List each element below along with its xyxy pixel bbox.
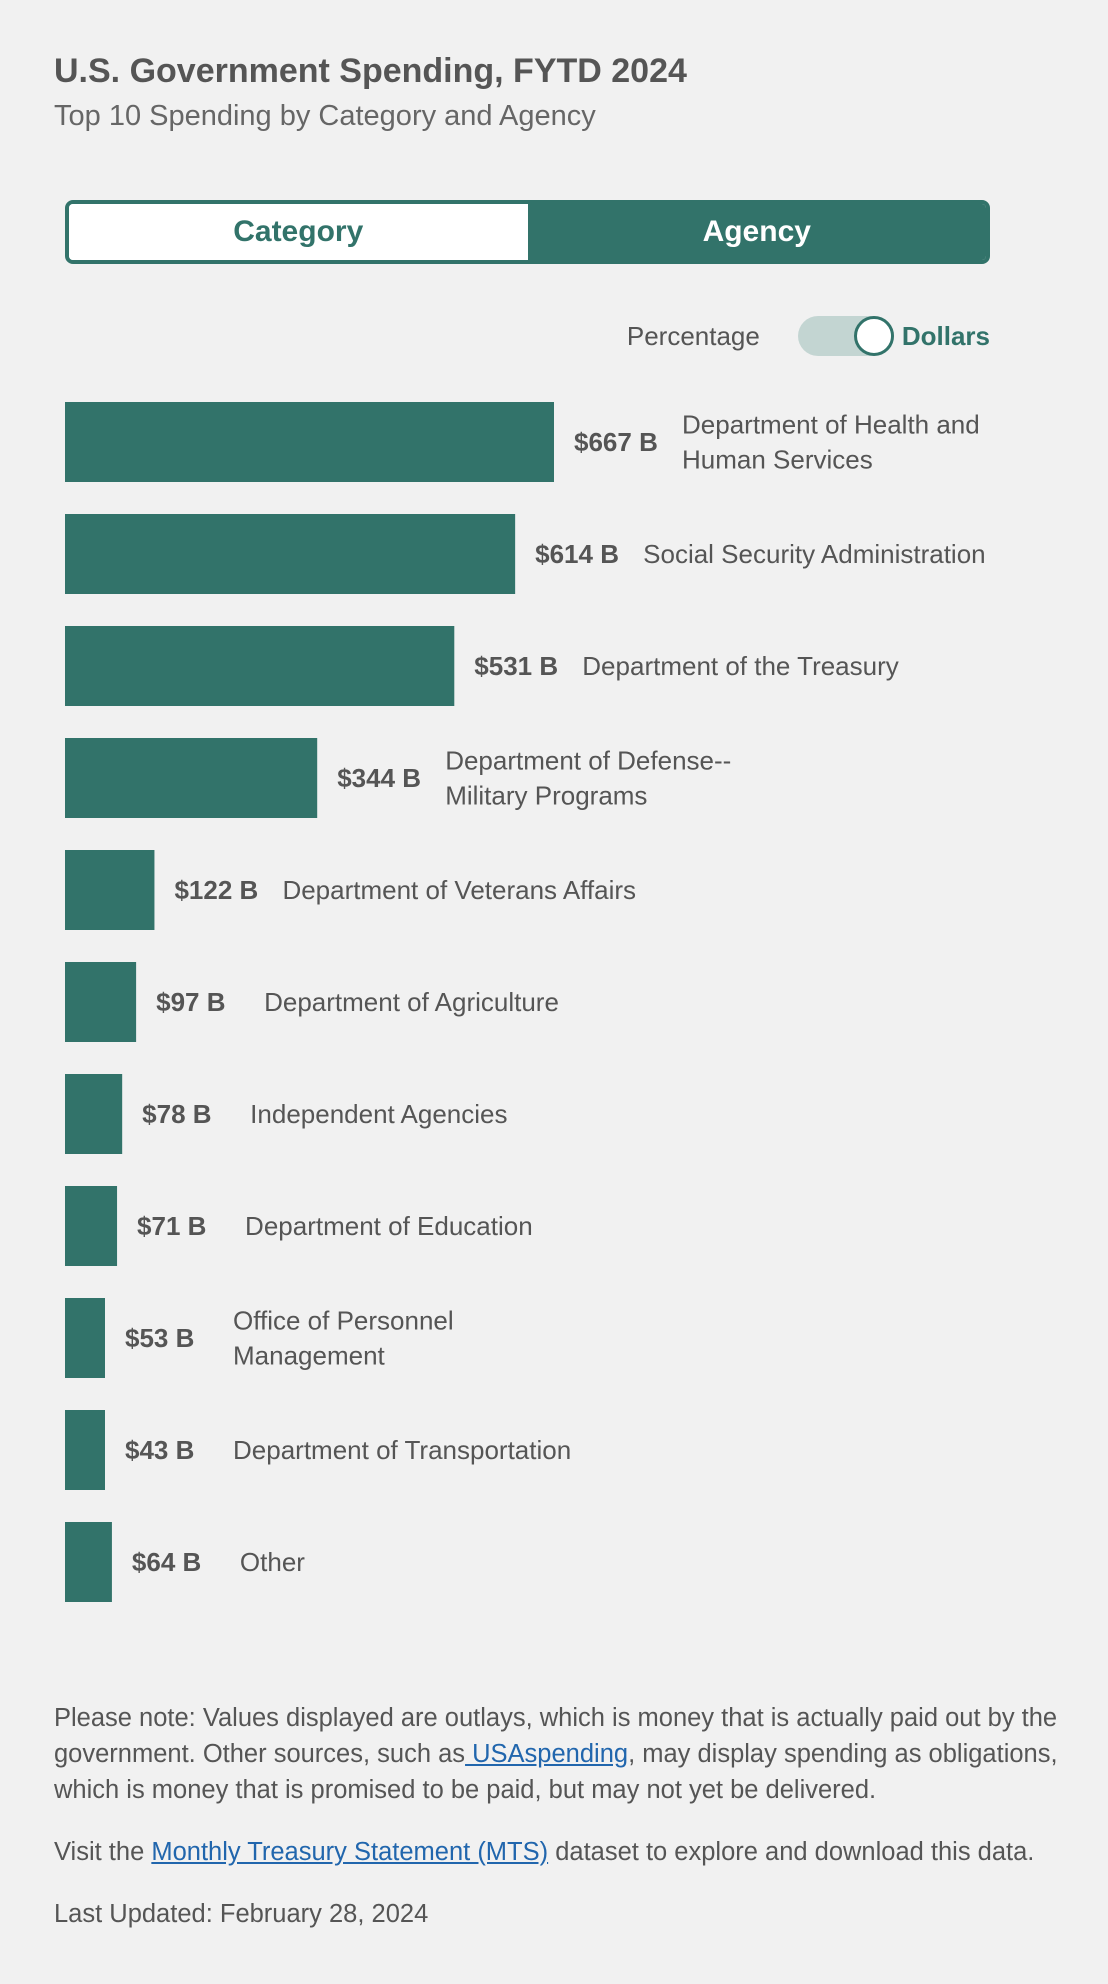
agency-label-3: Department of Defense-- Military Programs (445, 746, 731, 811)
view-tabs: Category Agency (65, 200, 990, 264)
bar-1[interactable] (65, 514, 516, 594)
agency-label-8-line-0: Office of Personnel (233, 1306, 454, 1336)
agency-label-7: Department of Education (245, 1211, 533, 1241)
value-label-2: $531 B (474, 651, 558, 681)
agency-label-0: Department of Health and Human Services (682, 410, 980, 475)
note-text-start: Please note: Values displayed are outlay… (54, 1704, 1058, 1768)
agency-label-2: Department of the Treasury (582, 651, 898, 681)
agency-label-0-line-1: Human Services (682, 445, 873, 475)
bar-0[interactable] (65, 402, 554, 482)
bar-6[interactable] (65, 1074, 123, 1154)
chart-title: U.S. Government Spending, FYTD 2024 (54, 52, 687, 90)
bar-5[interactable] (65, 962, 137, 1042)
value-label-7: $71 B (137, 1211, 206, 1241)
agency-label-1-line-0: Social Security Administration (643, 539, 985, 569)
chart-subtitle: Top 10 Spending by Category and Agency (54, 100, 596, 132)
value-label-10: $64 B (132, 1547, 201, 1577)
visit-mts-note: Visit the Monthly Treasury Statement (MT… (54, 1834, 1064, 1870)
tab-agency[interactable]: Agency (527, 204, 986, 260)
agency-label-0-line-0: Department of Health and (682, 410, 980, 440)
agency-label-5: Department of Agriculture (264, 987, 559, 1017)
visit-text-start: Visit the (54, 1838, 152, 1866)
agency-label-4: Department of Veterans Affairs (282, 875, 636, 905)
agency-label-4-line-0: Department of Veterans Affairs (282, 875, 636, 905)
agency-label-8: Office of Personnel Management (233, 1306, 454, 1371)
agency-label-10-line-0: Other (240, 1547, 305, 1577)
agency-label-9-line-0: Department of Transportation (233, 1435, 571, 1465)
dollars-label[interactable]: Dollars (901, 320, 990, 351)
notes-section: Please note: Values displayed are outlay… (54, 1700, 1064, 1958)
unit-toggle-switch[interactable] (797, 316, 894, 356)
agency-label-7-line-0: Department of Education (245, 1211, 533, 1241)
agency-label-6-line-0: Independent Agencies (250, 1099, 507, 1129)
agency-label-9: Department of Transportation (233, 1435, 571, 1465)
value-label-3: $344 B (337, 763, 421, 793)
agency-label-1: Social Security Administration (643, 539, 985, 569)
unit-toggle-row: Percentage Dollars (627, 316, 990, 356)
visit-text-end: dataset to explore and download this dat… (548, 1838, 1035, 1866)
bar-3[interactable] (65, 738, 318, 818)
agency-label-5-line-0: Department of Agriculture (264, 987, 559, 1017)
value-label-4: $122 B (174, 875, 258, 905)
bar-10[interactable] (65, 1522, 112, 1602)
agency-label-8-line-1: Management (233, 1341, 386, 1371)
bar-9[interactable] (65, 1410, 105, 1490)
agency-label-10: Other (240, 1547, 305, 1577)
outlays-note: Please note: Values displayed are outlay… (54, 1700, 1064, 1808)
agency-label-2-line-0: Department of the Treasury (582, 651, 898, 681)
value-label-8: $53 B (125, 1323, 194, 1353)
tab-category[interactable]: Category (69, 204, 528, 260)
bar-4[interactable] (65, 850, 155, 930)
bar-7[interactable] (65, 1186, 118, 1266)
value-label-9: $43 B (125, 1435, 194, 1465)
toggle-knob (853, 316, 894, 356)
value-label-0: $667 B (574, 427, 658, 457)
value-label-5: $97 B (156, 987, 225, 1017)
note-text-end: , may display spending as obligations, w… (54, 1740, 1058, 1804)
percentage-label[interactable]: Percentage (626, 320, 760, 351)
bar-8[interactable] (65, 1298, 105, 1378)
mts-dataset-link[interactable]: Monthly Treasury Statement (MTS) (151, 1838, 549, 1866)
last-updated: Last Updated: February 28, 2024 (54, 1900, 429, 1928)
agency-label-3-line-1: Military Programs (445, 781, 647, 811)
value-label-6: $78 B (142, 1099, 211, 1129)
bar-2[interactable] (65, 626, 455, 706)
usaspending-link[interactable]: USAspending (465, 1740, 629, 1768)
agency-label-6: Independent Agencies (250, 1099, 507, 1129)
agency-label-3-line-0: Department of Defense-- (445, 746, 731, 776)
value-label-1: $614 B (535, 539, 619, 569)
